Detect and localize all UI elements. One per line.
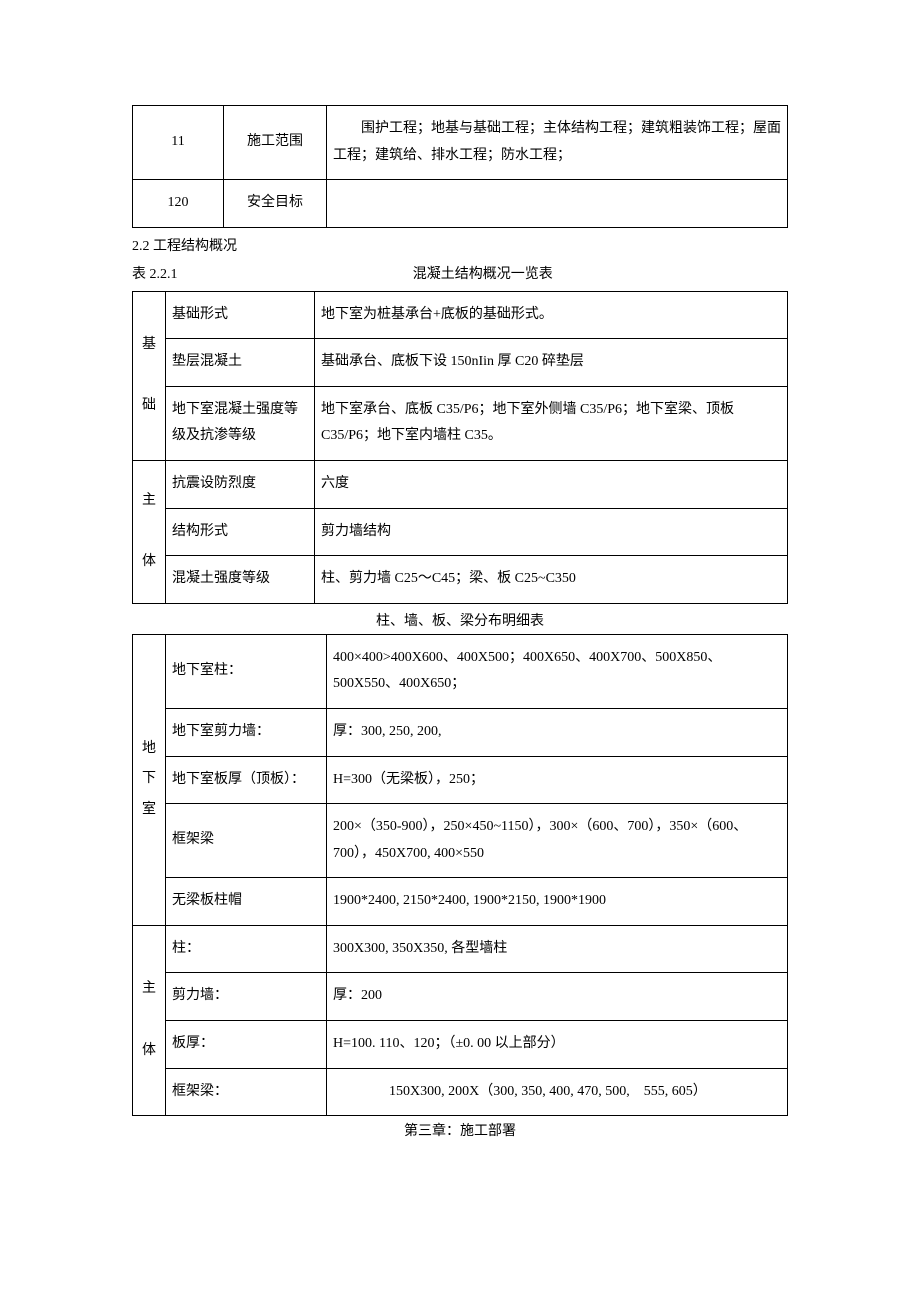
table-row: 框架梁： 150X300, 200X（300, 350, 400, 470, 5…: [133, 1068, 788, 1116]
table-row: 板厚： H=100. 110、120；（±0. 00 以上部分）: [133, 1021, 788, 1069]
top-overview-table: 11 施工范围 围护工程；地基与基础工程；主体结构工程；建筑粗装饰工程；屋面工程…: [132, 105, 788, 228]
row-key: 结构形式: [166, 508, 315, 556]
row-key: 框架梁: [166, 804, 327, 878]
table-row: 地下室剪力墙： 厚：300, 250, 200,: [133, 708, 788, 756]
group-foundation: 基 础: [133, 291, 166, 460]
row-key: 无梁板柱帽: [166, 878, 327, 926]
row-key: 混凝土强度等级: [166, 556, 315, 604]
row-label: 施工范围: [224, 106, 327, 180]
row-value: 基础承台、底板下设 150nIin 厚 C20 碎垫层: [315, 339, 788, 387]
table-row: 地下室混凝土强度等级及抗渗等级 地下室承台、底板 C35/P6；地下室外侧墙 C…: [133, 386, 788, 460]
table-row: 基 础 基础形式 地下室为桩基承台+底板的基础形式。: [133, 291, 788, 339]
concrete-structure-table: 基 础 基础形式 地下室为桩基承台+底板的基础形式。 垫层混凝土 基础承台、底板…: [132, 291, 788, 604]
table-2-2-1-caption: 表 2.2.1 混凝土结构概况一览表: [132, 264, 788, 286]
table-row: 11 施工范围 围护工程；地基与基础工程；主体结构工程；建筑粗装饰工程；屋面工程…: [133, 106, 788, 180]
row-key: 抗震设防烈度: [166, 460, 315, 508]
row-key: 地下室剪力墙：: [166, 708, 327, 756]
table-row: 框架梁 200×（350-900），250×450~1150），300×（600…: [133, 804, 788, 878]
row-content: 围护工程；地基与基础工程；主体结构工程；建筑粗装饰工程；屋面工程；建筑给、排水工…: [327, 106, 788, 180]
row-value: 厚：200: [327, 973, 788, 1021]
row-value: 400×400>400X600、400X500；400X650、400X700、…: [327, 634, 788, 708]
group-basement: 地 下 室: [133, 634, 166, 925]
row-value: 柱、剪力墙 C25～C45；梁、板 C25~C350: [315, 556, 788, 604]
row-value: 地下室承台、底板 C35/P6；地下室外侧墙 C35/P6；地下室梁、顶板 C3…: [315, 386, 788, 460]
caption-center: 混凝土结构概况一览表: [178, 264, 789, 286]
detail-table-title: 柱、墙、板、梁分布明细表: [132, 610, 788, 630]
table-row: 结构形式 剪力墙结构: [133, 508, 788, 556]
row-key: 地下室板厚（顶板）：: [166, 756, 327, 804]
table-row: 主 体 抗震设防烈度 六度: [133, 460, 788, 508]
detail-distribution-table: 地 下 室 地下室柱： 400×400>400X600、400X500；400X…: [132, 634, 788, 1117]
row-value: H=300（无梁板），250；: [327, 756, 788, 804]
row-key: 地下室柱：: [166, 634, 327, 708]
chapter-3-title: 第三章：施工部署: [132, 1120, 788, 1140]
row-value: 剪力墙结构: [315, 508, 788, 556]
row-value: 300X300, 350X350, 各型墙柱: [327, 925, 788, 973]
row-key: 剪力墙：: [166, 973, 327, 1021]
row-value: 厚：300, 250, 200,: [327, 708, 788, 756]
table-row: 120 安全目标: [133, 180, 788, 228]
row-value: 地下室为桩基承台+底板的基础形式。: [315, 291, 788, 339]
row-value: 六度: [315, 460, 788, 508]
row-value: 1900*2400, 2150*2400, 1900*2150, 1900*19…: [327, 878, 788, 926]
row-value: H=100. 110、120；（±0. 00 以上部分）: [327, 1021, 788, 1069]
row-label: 安全目标: [224, 180, 327, 228]
row-key: 框架梁：: [166, 1068, 327, 1116]
table-row: 地 下 室 地下室柱： 400×400>400X600、400X500；400X…: [133, 634, 788, 708]
row-no: 11: [133, 106, 224, 180]
row-no: 120: [133, 180, 224, 228]
row-key: 板厚：: [166, 1021, 327, 1069]
table-row: 混凝土强度等级 柱、剪力墙 C25～C45；梁、板 C25~C350: [133, 556, 788, 604]
table-row: 主 体 柱： 300X300, 350X350, 各型墙柱: [133, 925, 788, 973]
row-key: 地下室混凝土强度等级及抗渗等级: [166, 386, 315, 460]
row-value: 200×（350-900），250×450~1150），300×（600、700…: [327, 804, 788, 878]
table-row: 剪力墙： 厚：200: [133, 973, 788, 1021]
row-content: [327, 180, 788, 228]
row-key: 柱：: [166, 925, 327, 973]
table-row: 垫层混凝土 基础承台、底板下设 150nIin 厚 C20 碎垫层: [133, 339, 788, 387]
section-2-2-heading: 2.2 工程结构概况: [132, 236, 788, 258]
group-main: 主 体: [133, 460, 166, 603]
table-row: 无梁板柱帽 1900*2400, 2150*2400, 1900*2150, 1…: [133, 878, 788, 926]
row-key: 垫层混凝土: [166, 339, 315, 387]
row-value: 150X300, 200X（300, 350, 400, 470, 500, 5…: [327, 1068, 788, 1116]
caption-left: 表 2.2.1: [132, 264, 178, 286]
row-key: 基础形式: [166, 291, 315, 339]
table-row: 地下室板厚（顶板）： H=300（无梁板），250；: [133, 756, 788, 804]
group-main: 主 体: [133, 925, 166, 1115]
